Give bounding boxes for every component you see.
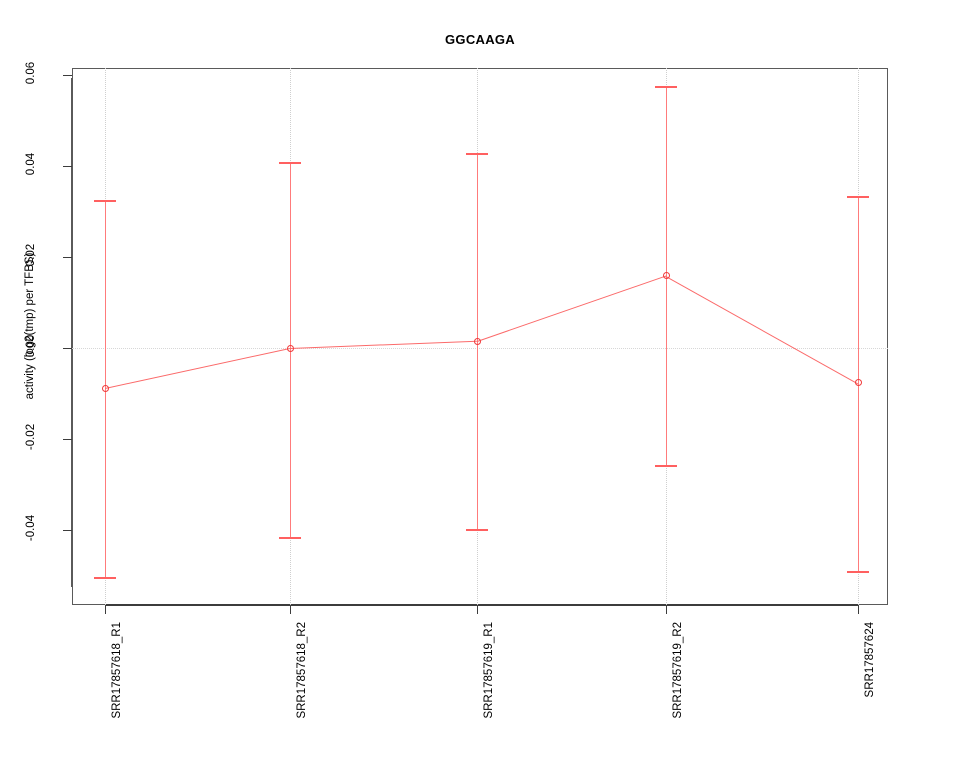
y-axis-tick-label: 0.06 — [25, 61, 37, 85]
error-cap-upper — [466, 153, 488, 156]
x-axis-tick — [105, 605, 106, 614]
x-axis-tick-label: SRR17857618_R1 — [111, 622, 123, 719]
data-point-marker[interactable] — [662, 272, 670, 280]
x-axis-tick — [858, 605, 859, 614]
x-axis-line — [105, 604, 858, 606]
y-axis-tick — [63, 438, 72, 440]
x-axis-tick-label: SRR17857618_R2 — [296, 622, 308, 719]
data-point-marker[interactable] — [854, 379, 862, 387]
zero-reference-line — [72, 347, 888, 349]
y-axis-tick — [63, 74, 72, 76]
error-cap-upper — [655, 86, 677, 89]
error-cap-lower — [655, 465, 677, 468]
data-point-marker[interactable] — [286, 344, 294, 352]
plot-area — [72, 68, 888, 605]
x-axis-tick-label: SRR17857624 — [864, 622, 876, 698]
error-cap-upper — [94, 199, 116, 202]
y-axis-line — [71, 78, 73, 587]
x-axis-tick — [477, 605, 478, 614]
y-axis-tick-label: 0.02 — [25, 243, 37, 267]
y-axis-tick-label: 0.00 — [25, 334, 37, 358]
chart-canvas: GGCAAGA activity (log2(tmp) per TFBS) -0… — [24, 32, 888, 719]
x-axis-tick-label: SRR17857619_R2 — [672, 622, 684, 719]
error-cap-lower — [466, 528, 488, 531]
y-axis-tick — [63, 256, 72, 258]
chart-title: GGCAAGA — [445, 32, 515, 47]
error-cap-lower — [94, 577, 116, 580]
y-axis-tick-label: -0.02 — [25, 423, 37, 450]
error-cap-upper — [279, 161, 301, 164]
x-axis-tick — [666, 605, 667, 614]
y-axis-tick — [63, 165, 72, 167]
x-axis-tick-label: SRR17857619_R1 — [483, 622, 495, 719]
error-cap-lower — [279, 536, 301, 539]
y-axis-tick — [63, 529, 72, 531]
data-point-marker[interactable] — [473, 337, 481, 345]
y-axis-tick-label: 0.04 — [25, 152, 37, 176]
data-point-marker[interactable] — [101, 384, 109, 392]
error-cap-lower — [847, 570, 869, 573]
y-axis-tick-label: -0.04 — [25, 514, 37, 542]
x-axis-tick — [290, 605, 291, 614]
error-cap-upper — [847, 195, 869, 198]
y-axis-tick — [63, 347, 72, 349]
